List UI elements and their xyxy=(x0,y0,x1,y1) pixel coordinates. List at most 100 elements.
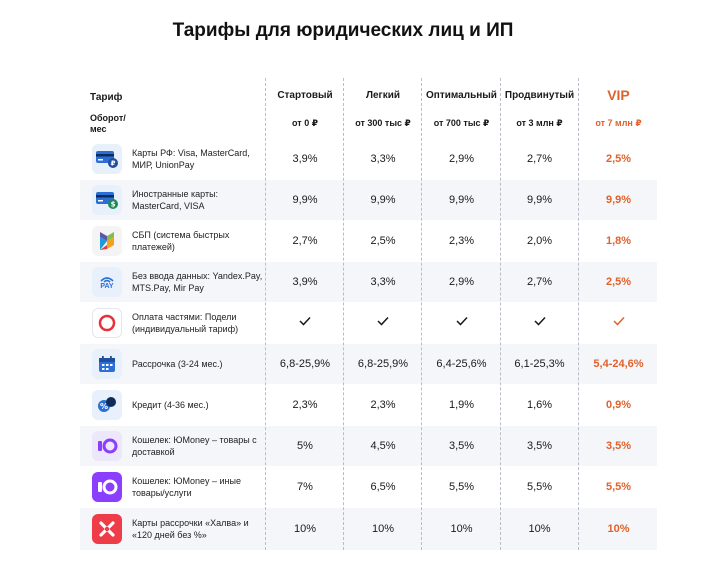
cell-value: 2,9% xyxy=(448,153,475,165)
credit-icon: % xyxy=(92,390,122,420)
column-header-advanced: Продвинутый xyxy=(504,90,575,101)
table-row: Рассрочка (3-24 мес.) 6,8-25,9% 6,8-25,9… xyxy=(80,344,657,384)
row-label: Иностранные карты: MasterCard, VISA xyxy=(132,189,219,211)
check-icon xyxy=(423,316,500,329)
table-row: PAY Без ввода данных: Yandex.Pay, MTS.Pa… xyxy=(80,262,657,302)
table-row: $ Иностранные карты: MasterCard, VISA 9,… xyxy=(80,180,657,220)
column-divider xyxy=(343,78,344,550)
calendar-icon xyxy=(92,349,122,379)
pay-icon-text: PAY xyxy=(100,282,114,290)
cell-value: 9,9% xyxy=(448,194,475,206)
cell-value: 2,3% xyxy=(370,399,396,411)
column-turnover-start: от 0 ₽ xyxy=(292,118,318,128)
cell-value: 3,3% xyxy=(370,153,396,165)
column-divider xyxy=(265,78,266,550)
cell-value: 9,9% xyxy=(370,194,396,206)
cell-value: 3,5% xyxy=(448,440,475,452)
column-header-optimal: Оптимальный xyxy=(426,90,497,101)
halva-icon xyxy=(92,514,122,544)
cell-value: 3,3% xyxy=(370,276,396,288)
cell-value-vip: 2,5% xyxy=(605,276,632,288)
cell-value: 2,7% xyxy=(526,153,553,165)
tariff-table: Тариф Оборот/ мес Стартовый Легкий Оптим… xyxy=(80,78,657,550)
page-title: Тарифы для юридических лиц и ИП xyxy=(172,20,514,41)
cell-value: 3,9% xyxy=(292,153,318,165)
cell-value: 5% xyxy=(297,440,313,452)
cell-value: 6,4-25,6% xyxy=(436,358,487,370)
row-label: Кошелек: ЮMoney – товары с доставкой xyxy=(132,435,257,457)
row-label: Оплата частями: Подели (индивидуальный т… xyxy=(132,312,239,334)
cell-value: 2,3% xyxy=(292,399,318,411)
cell-value-vip: 3,5% xyxy=(605,440,632,452)
cell-value: 10% xyxy=(528,523,551,535)
podeli-ring-icon xyxy=(92,308,122,338)
column-divider xyxy=(578,78,579,550)
svg-text:$: $ xyxy=(111,201,116,209)
cell-value: 2,7% xyxy=(526,276,553,288)
cell-value: 2,5% xyxy=(370,235,396,247)
row-label: СБП (система быстрых платежей) xyxy=(132,230,230,252)
cell-value: 2,3% xyxy=(448,235,475,247)
cell-value: 4,5% xyxy=(370,440,396,452)
cell-value: 10% xyxy=(450,523,473,535)
card-dollar-icon: $ xyxy=(92,185,122,215)
cell-value: 5,5% xyxy=(526,481,553,493)
sbp-icon xyxy=(92,226,122,256)
cell-value: 5,5% xyxy=(448,481,475,493)
cell-value: 6,8-25,9% xyxy=(279,358,331,370)
table-row: Карты рассрочки «Халва» и «120 дней без … xyxy=(80,508,657,550)
column-turnover-advanced: от 3 млн ₽ xyxy=(516,118,563,128)
row-band xyxy=(80,180,657,220)
column-header-vip: VIP xyxy=(607,87,630,103)
table-row: % Кредит (4-36 мес.) 2,3% 2,3% 1,9% 1,6%… xyxy=(80,384,657,426)
table-row: ₽ Карты РФ: Visa, MasterCard, МИР, Union… xyxy=(80,139,657,180)
cell-value: 3,5% xyxy=(526,440,553,452)
table-row: Кошелек: ЮMoney – товары с доставкой 5% … xyxy=(80,426,657,466)
column-header-start: Стартовый xyxy=(277,90,333,101)
table-row: Оплата частями: Подели (индивидуальный т… xyxy=(80,302,657,344)
check-icon xyxy=(267,316,343,329)
table-row: Кошелек: ЮMoney – иные товары/услуги 7% … xyxy=(80,466,657,508)
svg-text:₽: ₽ xyxy=(111,160,116,168)
row-band xyxy=(80,262,657,302)
check-icon xyxy=(345,316,421,329)
cell-value-vip: 5,4-24,6% xyxy=(593,358,644,370)
cell-value: 10% xyxy=(371,523,395,535)
turnover-header-label: Оборот/ мес xyxy=(90,113,126,134)
check-icon-vip xyxy=(580,316,657,329)
row-band xyxy=(80,508,657,550)
cell-value-vip: 1,8% xyxy=(605,235,632,247)
cell-value: 9,9% xyxy=(292,194,318,206)
row-label: Без ввода данных: Yandex.Pay, MTS.Pay, M… xyxy=(132,271,263,293)
cell-value: 7% xyxy=(297,481,313,493)
pay-wireless-icon: PAY xyxy=(92,267,122,297)
tariff-header-label: Тариф xyxy=(90,92,123,103)
card-ruble-icon: ₽ xyxy=(92,144,122,174)
cell-value-vip: 9,9% xyxy=(605,194,632,206)
yoomoney-dark-icon xyxy=(92,472,122,502)
cell-value: 2,9% xyxy=(448,276,475,288)
column-turnover-optimal: от 700 тыс ₽ xyxy=(433,118,490,128)
column-header-light: Легкий xyxy=(365,90,401,101)
cell-value-vip: 10% xyxy=(607,523,630,535)
cell-value: 6,1-25,3% xyxy=(514,358,565,370)
cell-value: 3,9% xyxy=(292,276,318,288)
cell-value: 1,9% xyxy=(448,399,475,411)
cell-value: 1,6% xyxy=(526,399,553,411)
cell-value: 10% xyxy=(293,523,317,535)
row-label: Кредит (4-36 мес.) xyxy=(132,400,209,410)
column-turnover-vip: от 7 млн ₽ xyxy=(595,118,642,128)
row-label: Карты РФ: Visa, MasterCard, МИР, UnionPa… xyxy=(132,148,250,170)
column-divider xyxy=(500,78,501,550)
row-label: Карты рассрочки «Халва» и «120 дней без … xyxy=(132,518,249,540)
cell-value: 6,8-25,9% xyxy=(357,358,409,370)
check-icon xyxy=(501,316,578,329)
cell-value-vip: 0,9% xyxy=(605,399,632,411)
column-divider xyxy=(421,78,422,550)
cell-value: 2,7% xyxy=(292,235,318,247)
cell-value-vip: 5,5% xyxy=(605,481,632,493)
cell-value: 9,9% xyxy=(526,194,553,206)
svg-text:%: % xyxy=(100,402,108,411)
table-row: СБП (система быстрых платежей) 2,7% 2,5%… xyxy=(80,220,657,262)
cell-value: 2,0% xyxy=(526,235,553,247)
